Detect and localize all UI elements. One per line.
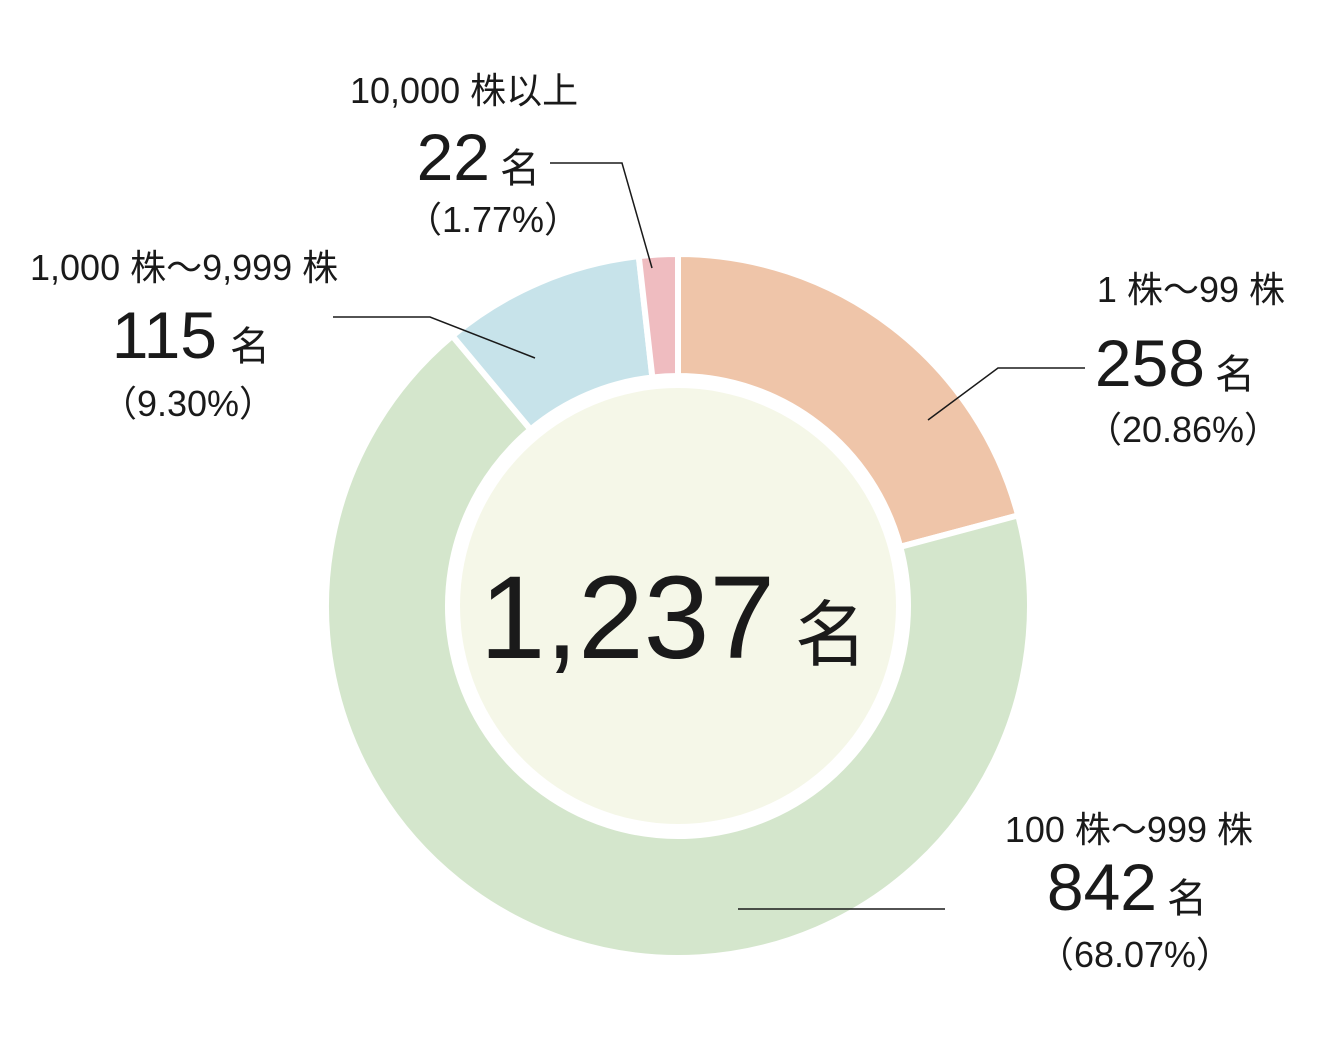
category-label: 1 株〜99 株 <box>1097 269 1285 310</box>
leader-line <box>927 367 1085 421</box>
value-label: 22 <box>417 120 490 194</box>
percent-label: （20.86%） <box>1086 409 1280 450</box>
total-label: 1,237 <box>480 552 775 684</box>
donut-slice <box>635 250 681 381</box>
category-label: 10,000 株以上 <box>350 70 578 111</box>
value-label: 115 <box>112 298 217 372</box>
unit-label: 名 <box>230 325 270 369</box>
value-label: 842 <box>1047 850 1157 924</box>
unit-label: 名 <box>1167 877 1207 921</box>
percent-label: （9.30%） <box>101 383 275 424</box>
category-label: 1,000 株〜9,999 株 <box>30 247 338 288</box>
leader-line <box>550 162 653 269</box>
leader-line <box>333 316 536 359</box>
donut-slice <box>323 331 1033 961</box>
percent-label: （68.07%） <box>1038 934 1232 975</box>
total-unit: 名 <box>795 596 867 676</box>
percent-label: （1.77%） <box>406 199 580 240</box>
donut <box>323 250 1033 961</box>
center-circle <box>460 388 896 824</box>
value-label: 258 <box>1095 326 1205 400</box>
unit-label: 名 <box>1215 353 1255 397</box>
unit-label: 名 <box>500 147 540 191</box>
category-label: 100 株〜999 株 <box>1005 809 1253 850</box>
donut-slice <box>675 250 1022 551</box>
